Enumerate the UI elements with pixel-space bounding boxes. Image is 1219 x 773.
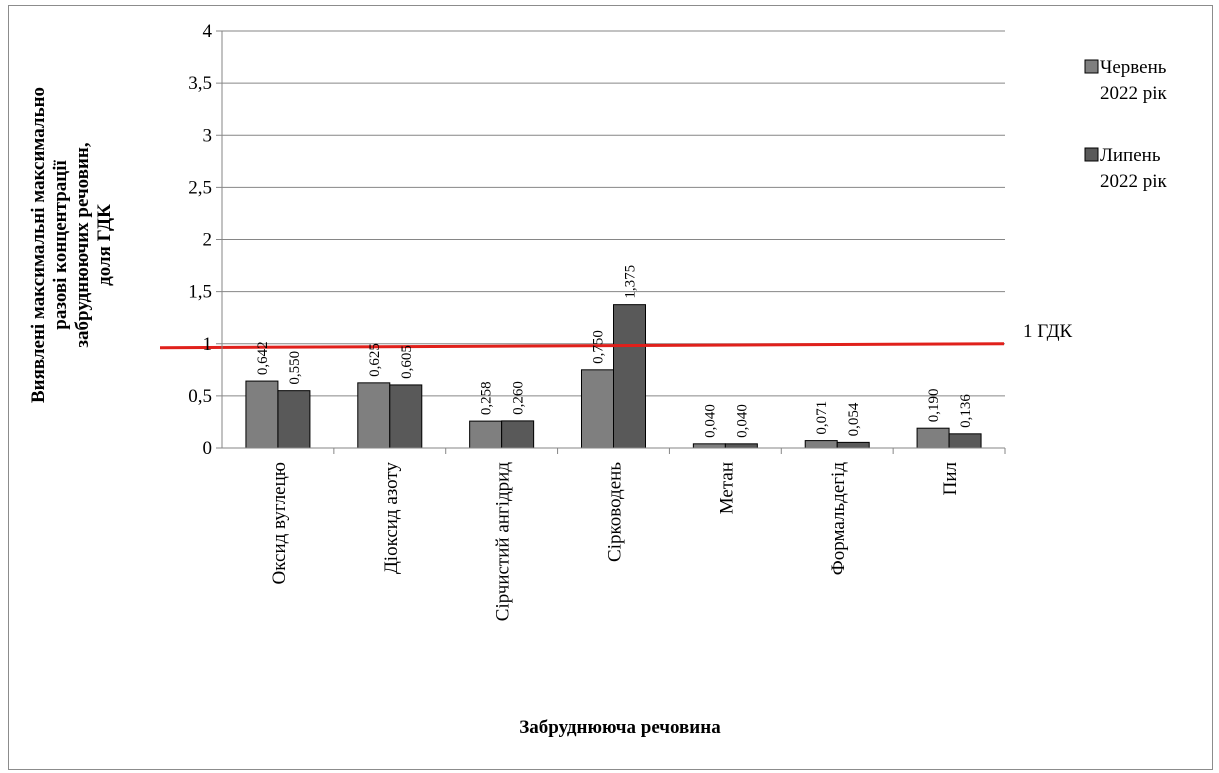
data-label: 1,375 [623,265,639,299]
y-axis-title-line: забруднюючих речовин, [72,142,93,347]
data-label: 0,040 [702,404,718,438]
category-label: Пил [940,461,961,495]
bar [277,390,311,449]
data-label: 0,054 [846,402,862,436]
data-label: 0,190 [926,388,942,422]
category-label: Метан [716,462,737,514]
data-label: 0,750 [591,330,607,364]
y-tick-label: 0 [203,438,213,459]
y-tick-label: 3,5 [188,73,212,94]
data-label: 0,071 [814,401,830,435]
x-axis-title: Забруднююча речовина [519,717,721,738]
bar [948,433,982,449]
data-label: 0,625 [367,343,383,377]
data-label: 0,040 [734,404,750,438]
bar [581,369,614,449]
bar [836,441,870,449]
axes: 0 0,5 1 1,5 2 2,5 3 3,5 4 Оксид вуглецю Діоксид аз… [188,21,1006,622]
reference-line-group: 1 ГДК [159,321,1073,350]
category-label: Сірчистий ангідрид [493,462,514,622]
bar [501,420,535,449]
legend-label: Липень 2022 рік [1100,145,1168,192]
bars [245,304,982,449]
y-tick-label: 2 [203,230,213,251]
data-label: 0,605 [399,345,415,379]
y-axis-title: Виявлені максимальні максимальноразові к… [28,87,115,403]
y-tick-label: 3 [203,125,213,146]
y-axis-title-line: разові концентрації [50,160,71,330]
reference-line [159,342,1005,350]
bar [357,382,391,449]
bar [724,443,758,449]
data-label: 0,550 [287,351,303,385]
reference-line-label: 1 ГДК [1023,321,1073,342]
category-label: Сірководень [605,462,626,562]
y-tick-label: 4 [203,21,213,42]
bar [613,304,646,449]
legend-label: Червень 2022 рік [1100,57,1168,104]
data-labels: 0,642 0,550 0,625 0,605 0,258 0,260 0,750 1,375… [255,265,974,438]
bar [916,427,950,449]
y-axis-title-line: Виявлені максимальні максимально [28,87,49,403]
y-tick-label: 2,5 [188,177,212,198]
category-label: Діоксид азоту [381,462,402,575]
bar [245,380,279,449]
data-label: 0,642 [255,341,271,375]
y-tick-label: 0,5 [188,386,212,407]
legend-swatch [1084,147,1099,162]
y-axis-title-line: доля ГДК [94,204,115,286]
legend: Червень 2022 рік Липень 2022 рік [1084,57,1168,192]
bar [804,440,838,449]
data-label: 0,258 [479,381,495,415]
category-label: Формальдегід [828,462,849,576]
legend-swatch [1084,59,1099,74]
data-label: 0,136 [958,394,974,428]
y-tick-label: 1 [203,334,213,355]
bar [389,384,423,449]
category-label: Оксид вуглецю [269,462,290,584]
bar [692,443,726,449]
data-label: 0,260 [511,381,527,415]
bar [469,420,503,449]
y-tick-label: 1,5 [188,282,212,303]
